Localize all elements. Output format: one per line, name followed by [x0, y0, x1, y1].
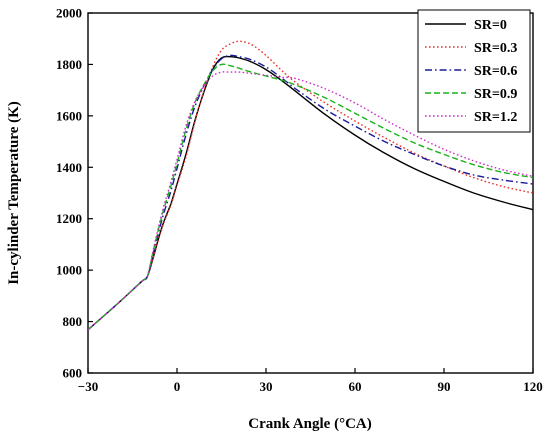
x-tick-label: 120	[523, 379, 543, 394]
y-tick-label: 1000	[56, 263, 82, 278]
x-axis: −30 0 30 60 90 120	[78, 368, 543, 394]
legend-label-sr-0-6: SR=0.6	[474, 64, 517, 79]
legend-label-sr-0-3: SR=0.3	[474, 41, 517, 56]
plot-frame	[87, 12, 534, 374]
y-axis: 600 800 1000 1200 1400 1600 1800 2000	[56, 6, 93, 381]
y-tick-label: 600	[63, 366, 83, 381]
legend-label-sr-1-2: SR=1.2	[474, 110, 517, 125]
legend-label-sr-0-9: SR=0.9	[474, 87, 517, 102]
x-tick-label: −30	[78, 379, 98, 394]
y-tick-label: 1400	[56, 160, 82, 175]
series-line-sr-0-3	[88, 40, 533, 331]
y-axis-label: In-cylinder Temperature (K)	[6, 101, 22, 285]
x-axis-label: Crank Angle (°CA)	[248, 416, 372, 432]
x-tick-label: 30	[260, 379, 273, 394]
legend-label-sr-0: SR=0	[474, 18, 507, 33]
x-tick-label: 90	[438, 379, 451, 394]
y-tick-label: 1800	[56, 57, 82, 72]
legend: SR=0 SR=0.3 SR=0.6 SR=0.9 SR=1.2	[417, 9, 531, 133]
y-tick-label: 1600	[56, 108, 82, 123]
series-line-sr-0-9	[88, 63, 533, 331]
y-tick-label: 1200	[56, 211, 82, 226]
x-tick-label: 60	[349, 379, 362, 394]
y-tick-label: 800	[63, 314, 83, 329]
series-lines	[88, 40, 533, 331]
x-tick-label: 0	[174, 379, 181, 394]
y-tick-label: 2000	[56, 6, 82, 21]
legend-box	[417, 9, 531, 133]
